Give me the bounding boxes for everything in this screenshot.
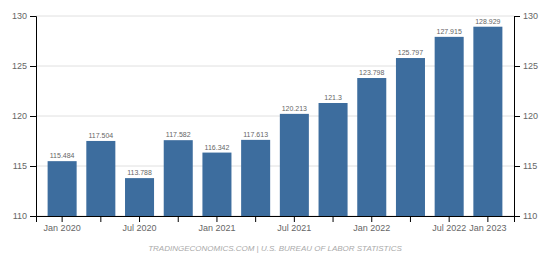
tick-mark [371, 216, 372, 222]
y2-tick: 130 [514, 11, 538, 21]
tick-mark [30, 66, 36, 67]
tick-label: Jan 2022 [353, 223, 390, 233]
y-tick: 120 [12, 111, 36, 121]
tick-mark [514, 166, 520, 167]
tick-mark [30, 16, 36, 17]
tick-label: 110 [13, 211, 27, 221]
data-labels: 115.484 117.504 113.788 117.582 116.342 117.6… [50, 18, 501, 176]
y-tick: 125 [12, 61, 36, 71]
tick-label: Jan 2021 [198, 223, 235, 233]
bar [280, 114, 309, 216]
bar [396, 58, 425, 216]
tick-mark [514, 16, 520, 17]
tick-mark [100, 216, 101, 222]
tick-mark [30, 116, 36, 117]
x-tick [178, 216, 179, 222]
tick-mark [514, 116, 520, 117]
tick-label: 120 [523, 111, 538, 121]
chart: 115.484 117.504 113.788 117.582 116.342 117.6… [0, 0, 550, 256]
tick-label: Jan 2023 [469, 223, 506, 233]
y-axis: 110 115 120 125 130 [12, 11, 37, 221]
data-label: 117.582 [166, 131, 191, 138]
x-tick: Jan 2022 [353, 216, 390, 233]
x-axis: Jan 2020 Jul 2020 Jan 2021 Jul 2021 Jan 2022… [37, 216, 515, 233]
tick-mark [410, 216, 411, 222]
bar [319, 103, 348, 216]
tick-mark [30, 166, 36, 167]
bar [164, 140, 193, 216]
tick-mark [216, 216, 217, 222]
tick-mark [30, 216, 36, 217]
tick-mark [449, 216, 450, 222]
bar [48, 161, 77, 216]
data-label: 117.613 [243, 131, 268, 138]
data-label: 127.915 [437, 28, 462, 35]
y-tick: 115 [13, 161, 36, 171]
bar [86, 141, 115, 216]
bar [435, 37, 464, 216]
tick-label: Jul 2020 [123, 223, 157, 233]
bar [241, 140, 270, 216]
bar [357, 78, 386, 216]
x-tick: Jan 2021 [198, 216, 235, 233]
data-label: 117.504 [88, 132, 113, 139]
axis-line [37, 217, 515, 223]
y2-tick: 125 [514, 61, 538, 71]
tick-label: Jul 2021 [277, 223, 311, 233]
y2-tick: 120 [514, 111, 538, 121]
y-tick: 110 [13, 211, 36, 221]
tick-label: 130 [12, 11, 27, 21]
y-tick: 130 [12, 11, 36, 21]
data-label: 128.929 [475, 18, 500, 25]
data-label: 125.797 [398, 49, 423, 56]
bar [125, 178, 154, 216]
data-label: 113.788 [127, 169, 152, 176]
bars [48, 27, 503, 216]
y2-tick: 115 [514, 161, 537, 171]
tick-label: 125 [523, 61, 538, 71]
tick-mark [62, 216, 63, 222]
x-tick [410, 216, 411, 222]
tick-label: 130 [523, 11, 538, 21]
data-label: 116.342 [205, 144, 230, 151]
annotation: TRADINGECONOMICS.COM | U.S. BUREAU OF LA… [148, 244, 402, 253]
data-label: 121.3 [324, 94, 342, 101]
data-label: 123.798 [359, 69, 384, 76]
bar [473, 27, 502, 216]
tick-mark [255, 216, 256, 222]
x-tick [100, 216, 101, 222]
y2-tick: 110 [514, 211, 537, 221]
tick-mark [333, 216, 334, 222]
tick-label: Jan 2020 [44, 223, 81, 233]
tick-label: Jul 2022 [432, 223, 466, 233]
axis-line [30, 17, 37, 217]
tick-mark [294, 216, 295, 222]
data-label: 115.484 [50, 152, 75, 159]
x-tick: Jul 2021 [277, 216, 311, 233]
bar [202, 153, 231, 216]
tick-mark [487, 216, 488, 222]
tick-label: 110 [523, 211, 537, 221]
x-tick [255, 216, 256, 222]
tick-label: 125 [12, 61, 27, 71]
tick-mark [514, 66, 520, 67]
data-label: 120.213 [282, 105, 307, 112]
x-tick [333, 216, 334, 222]
x-tick: Jan 2020 [44, 216, 81, 233]
axis-line [515, 17, 521, 217]
grid-line [36, 16, 514, 17]
y2-axis: 110 115 120 125 130 [514, 11, 538, 221]
tick-label: 120 [12, 111, 27, 121]
tick-label: 115 [13, 161, 27, 171]
x-tick: Jul 2020 [123, 216, 157, 233]
x-tick: Jul 2022 [432, 216, 466, 233]
x-tick: Jan 2023 [469, 216, 506, 233]
tick-label: 115 [523, 161, 537, 171]
tick-mark [139, 216, 140, 222]
tick-mark [178, 216, 179, 222]
